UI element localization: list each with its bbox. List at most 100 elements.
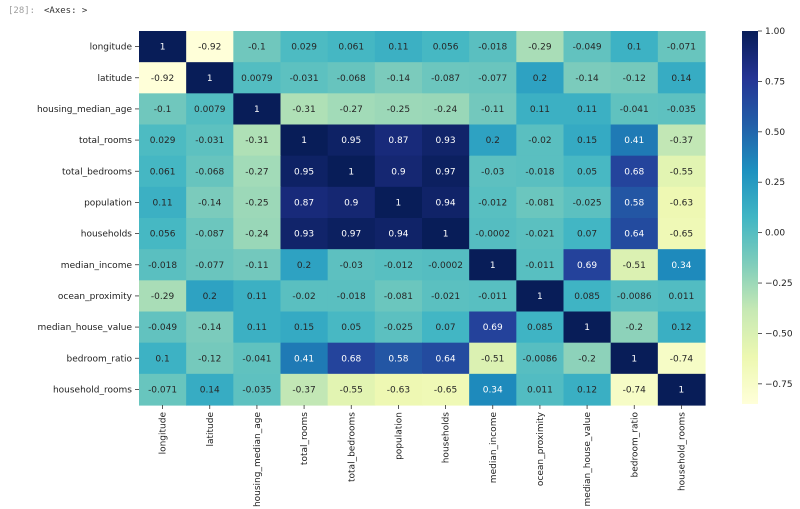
cell-value-label: -0.0086 [617, 292, 652, 302]
cell-value-label: -0.0002 [428, 261, 463, 271]
heatmap-cell [422, 62, 470, 94]
heatmap-cell [469, 124, 517, 157]
cell-value-label: -0.24 [434, 105, 458, 115]
heatmap-cell [374, 373, 423, 406]
cell-value-label: 1 [537, 292, 543, 302]
heatmap-cell [139, 311, 187, 344]
column-label: latitude [206, 412, 216, 447]
heatmap-cell [327, 218, 376, 250]
cell-value-label: 1 [396, 198, 402, 208]
column-label: longitude [159, 412, 169, 455]
cell-value-label: -0.081 [384, 292, 413, 302]
cell-value-label: 0.2 [297, 261, 311, 271]
cell-value-label: -0.049 [148, 323, 177, 333]
cell-value-label: 0.061 [150, 167, 176, 177]
cell-value-label: -0.087 [431, 74, 460, 84]
heatmap-cell [327, 280, 376, 313]
heatmap-cell [610, 62, 659, 94]
cell-value-label: -0.25 [245, 198, 268, 208]
cell-value-label: 0.11 [388, 43, 408, 53]
row-label: longitude [90, 43, 133, 53]
cell-value-label: -0.2 [625, 323, 643, 333]
heatmap-cell [327, 31, 376, 63]
colorbar-tick-label: 0.00 [765, 229, 785, 239]
heatmap-cell [422, 249, 470, 281]
output-text: <Axes: > [44, 6, 88, 16]
heatmap-cell [516, 93, 565, 126]
cell-value-label: 0.2 [203, 292, 217, 302]
heatmap-cell [374, 186, 423, 219]
heatmap-cell [469, 280, 517, 313]
cell-value-label: 0.085 [527, 323, 553, 333]
row-label: median_house_value [38, 323, 133, 333]
heatmap-cell [563, 155, 612, 188]
row-label: latitude [97, 74, 132, 84]
cell-value-label: -0.071 [148, 385, 177, 395]
cell-value-label: -0.74 [623, 385, 647, 395]
cell-value-label: 0.11 [247, 323, 267, 333]
cell-value-label: 1 [584, 323, 590, 333]
heatmap-cell [186, 218, 234, 250]
heatmap-cell [280, 218, 329, 250]
heatmap-cell [233, 218, 282, 250]
heatmap-cell [186, 373, 234, 406]
cell-value-label: -0.012 [478, 198, 507, 208]
cell-value-label: -0.02 [292, 292, 315, 302]
heatmap-cell [422, 311, 470, 344]
heatmap-cell [139, 280, 187, 313]
heatmap-cell [233, 249, 282, 281]
row-label: housing_median_age [37, 105, 132, 115]
cell-value-label: 1 [160, 43, 166, 53]
cell-value-label: -0.29 [528, 43, 552, 53]
heatmap-cell [374, 31, 423, 63]
heatmap-cell [374, 342, 423, 375]
heatmap-cell [469, 373, 517, 406]
cell-value-label: 0.64 [436, 354, 456, 364]
cell-value-label: -0.37 [292, 385, 315, 395]
column-label: median_house_value [583, 412, 593, 507]
cell-value-label: 0.15 [577, 136, 597, 146]
heatmap-cell [327, 249, 376, 281]
column-labels: longitude latitude housing_median_age total… [159, 405, 687, 507]
heatmap-cell [657, 31, 706, 63]
cell-value-label: 0.69 [577, 261, 597, 271]
cell-value-label: 0.64 [624, 230, 644, 240]
cell-value-label: 0.9 [391, 167, 406, 177]
heatmap-cell [610, 31, 659, 63]
cell-value-label: 0.2 [533, 74, 547, 84]
row-labels: longitude latitude housing_median_agetotal… [37, 43, 139, 395]
heatmap-cell [516, 62, 565, 94]
cell-value-label: 0.12 [577, 385, 597, 395]
cell-value-label: 0.15 [294, 323, 314, 333]
cell-value-label: 0.011 [527, 385, 553, 395]
cell-value-label: 0.58 [624, 198, 644, 208]
cell-value-label: -0.049 [573, 43, 602, 53]
cell-value-label: 0.056 [150, 230, 176, 240]
cell-value-label: 0.95 [341, 136, 361, 146]
output-prompt: [28]: [8, 6, 36, 16]
heatmap-cell [422, 124, 470, 157]
heatmap-cell [280, 124, 329, 157]
heatmap-cell [516, 218, 565, 250]
heatmap-cell [469, 186, 517, 219]
heatmap-cell [469, 31, 517, 63]
heatmap-cell [327, 373, 376, 406]
heatmap-cell [186, 31, 234, 63]
cell-value-label: -0.55 [670, 167, 693, 177]
cell-value-label: 0.93 [294, 230, 314, 240]
cell-value-label: -0.31 [292, 105, 315, 115]
cell-value-label: 1 [348, 167, 354, 177]
cell-value-label: -0.018 [337, 292, 366, 302]
heatmap-cell [422, 155, 470, 188]
heatmap-cell [610, 218, 659, 250]
row-label: household_rooms [53, 385, 132, 395]
cell-value-label: -0.74 [670, 354, 694, 364]
heatmap-cell [657, 249, 706, 281]
heatmap-cell [657, 62, 706, 94]
heatmap-cell [233, 124, 282, 157]
cell-value-label: -0.0086 [523, 354, 558, 364]
cell-value-label: -0.12 [623, 74, 646, 84]
cell-value-label: -0.018 [148, 261, 177, 271]
row-label: total_bedrooms [62, 167, 132, 177]
heatmap-cell [563, 186, 612, 219]
